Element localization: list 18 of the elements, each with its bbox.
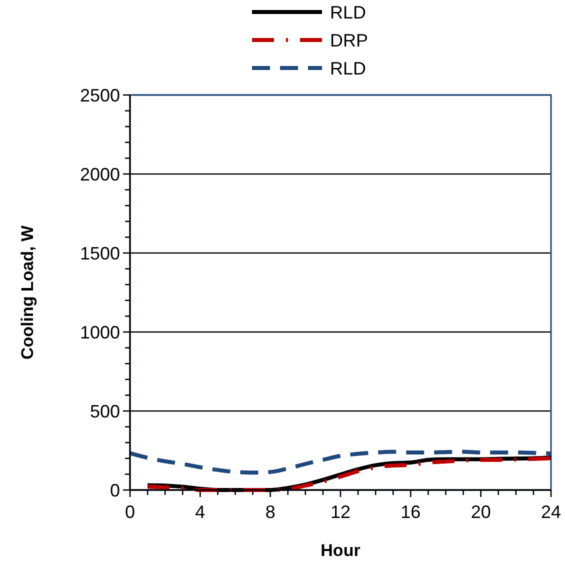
x-tick-label: 24 — [540, 502, 562, 522]
y-tick-label: 1000 — [80, 322, 120, 342]
x-tick-label: 4 — [195, 502, 206, 522]
legend-label: RLD — [330, 58, 366, 78]
x-axis-title: Hour — [320, 541, 361, 560]
x-tick-label: 20 — [470, 502, 491, 522]
y-tick-label: 0 — [110, 480, 120, 500]
y-axis-title: Cooling Load, W — [18, 224, 37, 360]
y-tick-label: 2500 — [80, 85, 120, 106]
x-tick-label: 0 — [124, 502, 136, 522]
legend-label: DRP — [330, 30, 368, 50]
y-tick-label: 500 — [90, 401, 120, 422]
y-tick-label: 2000 — [80, 164, 120, 184]
x-tick-label: 16 — [400, 502, 421, 522]
x-tick-label: 12 — [330, 502, 351, 522]
legend-label: RLD — [330, 2, 366, 22]
y-tick-label: 1500 — [80, 243, 120, 264]
x-tick-label: 8 — [265, 502, 276, 522]
